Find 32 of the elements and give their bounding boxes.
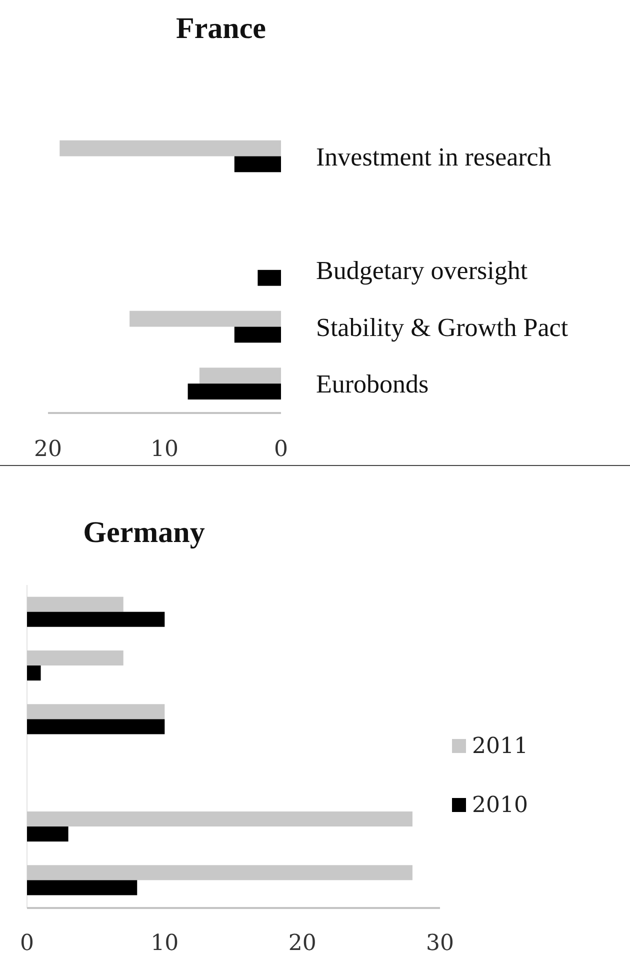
bar — [27, 596, 124, 612]
bar — [27, 811, 412, 826]
chart-title: Germany — [83, 516, 205, 549]
x-tick-label: 20 — [288, 931, 316, 956]
bar — [258, 270, 281, 286]
y-tick-label: Stability & Growth Pact — [316, 312, 569, 342]
x-tick-label: 0 — [20, 931, 34, 956]
x-tick-label: 20 — [34, 437, 62, 462]
bar — [234, 156, 281, 172]
y-tick-label: Budgetary oversight — [316, 255, 528, 284]
bar — [234, 326, 281, 343]
bar — [27, 865, 412, 880]
x-tick-label: 10 — [150, 437, 178, 462]
chart-title: France — [176, 12, 266, 45]
legend-label: 2011 — [472, 734, 528, 758]
bar — [27, 704, 165, 720]
legend-label: 2010 — [472, 792, 528, 818]
x-tick-label: 30 — [426, 931, 454, 956]
bar — [27, 666, 41, 681]
bar — [199, 368, 281, 384]
bar — [188, 384, 281, 400]
bar — [27, 612, 165, 627]
bar — [60, 140, 281, 156]
y-tick-label: Investment in research — [316, 142, 552, 171]
bar — [27, 719, 165, 734]
bar — [27, 880, 138, 896]
x-tick-label: 10 — [150, 931, 179, 956]
y-tick-label: Eurobonds — [316, 369, 429, 398]
bar — [130, 310, 281, 327]
bar — [27, 650, 124, 666]
x-tick-label: 0 — [274, 437, 288, 462]
bar — [27, 826, 68, 842]
